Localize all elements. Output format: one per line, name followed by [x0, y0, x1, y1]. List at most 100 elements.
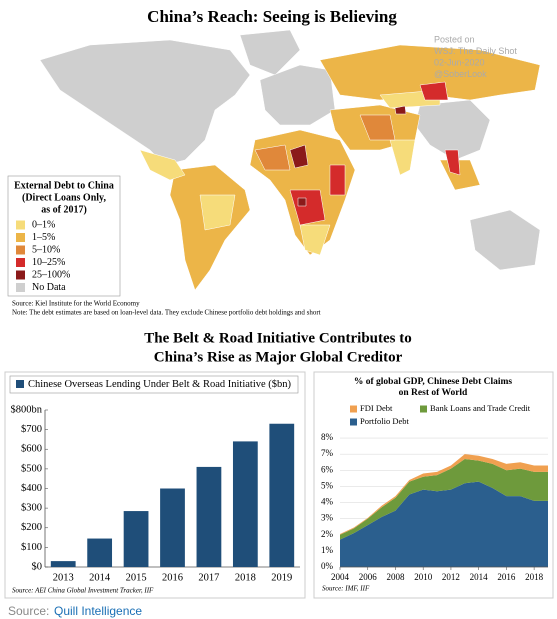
watermark: @SoberLook — [434, 69, 487, 79]
x-tick-label: 2018 — [235, 572, 256, 583]
x-tick-label: 2014 — [470, 572, 489, 582]
x-tick-label: 2013 — [53, 572, 74, 583]
y-tick-label: $200 — [21, 522, 42, 533]
legend-label: FDI Debt — [360, 403, 393, 413]
y-tick-label: 6% — [321, 464, 334, 474]
y-tick-label: $600 — [21, 444, 42, 455]
bar — [196, 466, 222, 567]
region — [444, 149, 461, 176]
watermark: 02-Jun-2020 — [434, 57, 485, 67]
x-tick-label: 2019 — [271, 572, 292, 583]
x-tick-label: 2010 — [414, 572, 433, 582]
legend-title: (Direct Loans Only, — [22, 192, 106, 203]
legend-label: No Data — [32, 282, 66, 293]
legend-label: 10–25% — [32, 257, 65, 268]
legend-swatch — [16, 270, 25, 280]
legend-label: Bank Loans and Trade Credit — [430, 403, 531, 413]
y-tick-label: $700 — [21, 424, 42, 435]
watermark: Posted on — [434, 34, 475, 44]
legend-swatch — [420, 405, 427, 413]
region — [254, 144, 291, 171]
x-tick-label: 2016 — [497, 572, 516, 582]
legend-box — [9, 375, 299, 394]
legend-title: External Debt to China — [14, 180, 114, 191]
area — [340, 454, 548, 535]
region — [329, 164, 346, 196]
legend-swatch — [16, 245, 25, 255]
x-tick-label: 2017 — [198, 572, 219, 583]
chart-title: % of global GDP, Chinese Debt Claims — [354, 377, 513, 387]
watermark: WSJ: The Daily Shot — [434, 46, 517, 56]
legend-label: 25–100% — [32, 269, 70, 280]
legend-swatch — [16, 258, 25, 267]
region — [359, 114, 396, 141]
y-tick-label: 0% — [321, 561, 334, 571]
y-tick-label: $100 — [21, 542, 42, 553]
region — [39, 39, 251, 166]
y-tick-label: $400 — [21, 483, 42, 494]
y-tick-label: 4% — [321, 497, 334, 507]
map-title: China’s Reach: Seeing is Believing — [147, 7, 397, 26]
legend-swatch — [16, 283, 25, 292]
x-tick-label: 2014 — [89, 572, 111, 583]
region — [419, 81, 449, 101]
y-tick-label: $800bn — [11, 404, 43, 415]
legend-swatch — [350, 405, 357, 413]
y-tick-label: $300 — [21, 503, 42, 514]
area — [340, 459, 548, 540]
x-tick-label: 2015 — [126, 572, 147, 583]
x-tick-label: 2008 — [386, 572, 405, 582]
y-tick-label: 8% — [321, 432, 334, 442]
bar — [50, 561, 76, 567]
region — [259, 64, 336, 126]
area — [340, 481, 548, 567]
chart-title: on Rest of World — [399, 388, 468, 398]
bar-panel — [4, 371, 306, 599]
region — [319, 44, 541, 101]
chart-source: Source: IMF, IIF — [322, 585, 370, 593]
region — [297, 197, 307, 207]
y-tick-label: 5% — [321, 480, 334, 490]
x-tick-label: 2018 — [525, 572, 544, 582]
legend-swatch — [350, 418, 357, 426]
y-tick-label: $0 — [32, 561, 43, 572]
legend-title: as of 2017) — [41, 204, 87, 215]
legend-label: 0–1% — [32, 219, 55, 230]
legend-label: 1–5% — [32, 232, 55, 243]
region — [199, 194, 236, 231]
map-note: Note: The debt estimates are based on lo… — [12, 309, 321, 317]
y-tick-label: 1% — [321, 545, 334, 555]
legend-swatch — [16, 220, 25, 230]
legend-label: Chinese Overseas Lending Under Belt & Ro… — [28, 379, 292, 390]
y-tick-label: 3% — [321, 513, 334, 523]
x-tick-label: 2004 — [331, 572, 350, 582]
y-tick-label: 7% — [321, 448, 334, 458]
region — [289, 144, 309, 169]
bar — [269, 423, 295, 567]
map-source: Source: Kiel Institute for the World Eco… — [12, 300, 140, 308]
bar — [87, 538, 113, 567]
bar — [160, 488, 185, 567]
legend-swatch — [16, 380, 24, 388]
legend-swatch — [16, 233, 25, 242]
legend-label: 5–10% — [32, 244, 60, 255]
region — [389, 139, 416, 176]
section-title: China’s Rise as Major Global Creditor — [154, 349, 403, 365]
footer-link[interactable]: Quill Intelligence — [54, 604, 142, 618]
region — [239, 29, 301, 76]
chart-source: Source: AEI China Global Investment Trac… — [12, 587, 154, 595]
bar — [123, 511, 149, 567]
region — [394, 105, 407, 115]
x-tick-label: 2016 — [162, 572, 183, 583]
legend-box — [7, 175, 121, 297]
x-tick-label: 2006 — [359, 572, 378, 582]
legend-label: Portfolio Debt — [360, 416, 410, 426]
region — [469, 209, 541, 271]
region — [299, 224, 331, 256]
x-tick-label: 2012 — [442, 572, 460, 582]
section-title: The Belt & Road Initiative Contributes t… — [144, 330, 412, 346]
region — [139, 149, 186, 181]
y-tick-label: 2% — [321, 529, 334, 539]
